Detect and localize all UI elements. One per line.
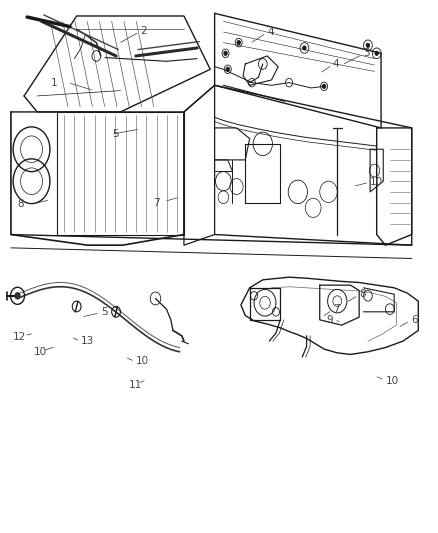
Text: 13: 13 <box>81 336 94 346</box>
Circle shape <box>224 51 227 55</box>
Circle shape <box>303 46 306 50</box>
Text: 10: 10 <box>370 177 383 187</box>
Text: 12: 12 <box>13 332 26 342</box>
Circle shape <box>15 293 20 299</box>
Text: 4: 4 <box>333 59 339 69</box>
Text: 10: 10 <box>385 376 399 386</box>
Text: 3: 3 <box>364 49 370 58</box>
Text: 11: 11 <box>129 380 142 390</box>
Circle shape <box>237 41 240 45</box>
Text: 8: 8 <box>359 289 366 299</box>
Circle shape <box>375 51 378 55</box>
Text: 7: 7 <box>333 304 339 314</box>
Text: 6: 6 <box>411 315 417 325</box>
Text: 9: 9 <box>326 315 333 325</box>
Text: 4: 4 <box>267 27 274 37</box>
Circle shape <box>322 84 326 88</box>
Text: 10: 10 <box>34 347 47 357</box>
Text: 2: 2 <box>140 26 147 36</box>
Circle shape <box>226 67 230 71</box>
Text: 10: 10 <box>136 357 149 366</box>
Text: 1: 1 <box>50 78 57 87</box>
Text: 5: 5 <box>112 130 118 139</box>
Text: 8: 8 <box>18 199 24 208</box>
Circle shape <box>366 43 370 47</box>
Text: 7: 7 <box>153 198 160 207</box>
Text: 5: 5 <box>101 307 107 317</box>
